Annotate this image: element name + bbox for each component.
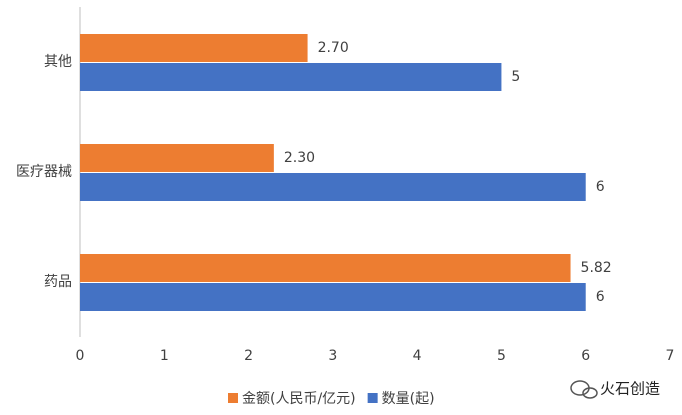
value-label: 5	[511, 69, 520, 85]
y-tick-label: 其他	[44, 54, 72, 70]
legend-label: 金额(人民币/亿元)	[242, 391, 356, 407]
x-tick-label: 4	[413, 348, 422, 364]
value-label: 2.70	[318, 40, 349, 56]
value-label: 5.82	[581, 260, 612, 276]
bar	[80, 283, 586, 311]
bar	[80, 173, 586, 201]
value-label: 2.30	[284, 150, 315, 166]
x-tick-label: 3	[328, 348, 337, 364]
x-tick-label: 5	[497, 348, 506, 364]
legend-swatch	[367, 393, 378, 403]
bar	[80, 63, 502, 91]
x-tick-label: 0	[76, 348, 85, 364]
x-tick-label: 1	[160, 348, 169, 364]
value-label: 6	[596, 289, 605, 305]
bar	[80, 254, 571, 282]
bar	[80, 34, 308, 62]
x-tick-label: 6	[581, 348, 590, 364]
watermark-logo	[570, 380, 598, 399]
y-tick-label: 医疗器械	[16, 164, 72, 180]
value-label: 6	[596, 179, 605, 195]
x-tick-label: 7	[666, 348, 675, 364]
legend-swatch	[228, 393, 238, 403]
y-tick-label: 药品	[44, 274, 72, 290]
watermark: 火石创造	[600, 380, 660, 398]
bar	[80, 144, 274, 172]
x-tick-label: 2	[244, 348, 253, 364]
legend-label: 数量(起)	[382, 391, 435, 407]
